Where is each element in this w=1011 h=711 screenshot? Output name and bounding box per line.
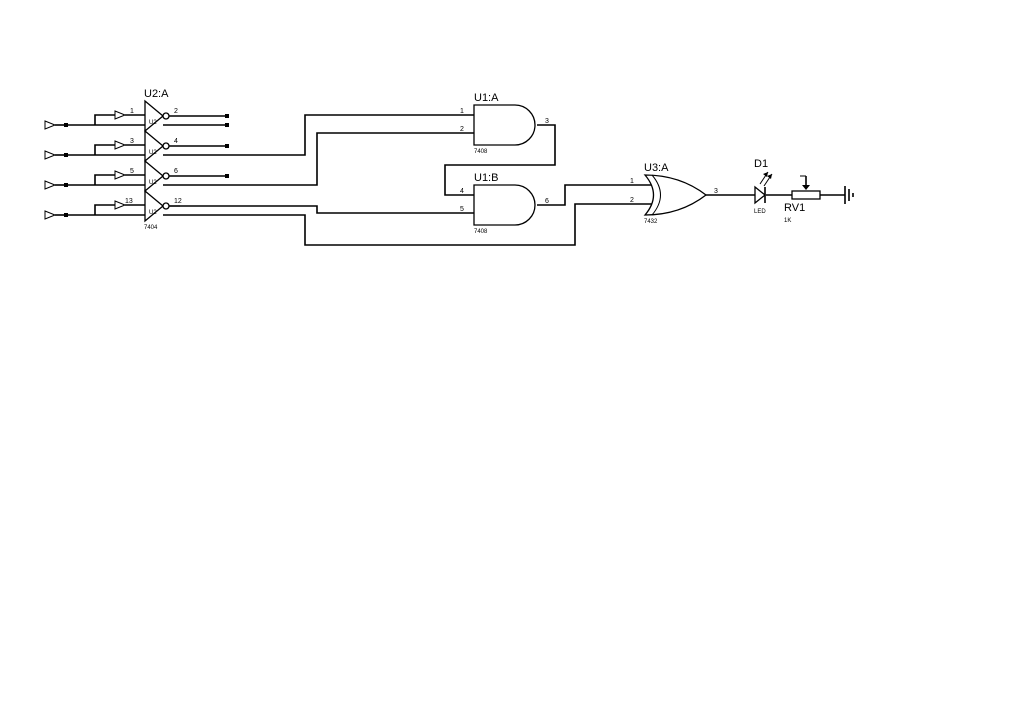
and-gate-u1a[interactable]: U1:A 1 2 3 7408 bbox=[460, 92, 549, 155]
u2-inverter-4[interactable] bbox=[144, 189, 170, 223]
u1a-pin-2: 2 bbox=[460, 126, 464, 133]
u2-pin-6: 6 bbox=[174, 168, 178, 175]
and-gate-u1b[interactable]: U1:B 4 5 6 7408 bbox=[460, 172, 549, 235]
u1a-ref-label: U1:A bbox=[474, 92, 499, 104]
u2-sub-label: U2 bbox=[149, 180, 157, 186]
input-terminal-d[interactable] bbox=[44, 210, 68, 220]
u2-pin-2: 2 bbox=[174, 108, 178, 115]
u1a-pin-3: 3 bbox=[545, 118, 549, 125]
u1a-pin-1: 1 bbox=[460, 108, 464, 115]
u2-inverter-array[interactable]: U2:A bbox=[67, 88, 229, 231]
u2-inverter-3[interactable] bbox=[144, 159, 170, 193]
u1b-pin-5: 5 bbox=[460, 206, 464, 213]
u2-sub-label: U2 bbox=[149, 120, 157, 126]
or-gate-u3a[interactable]: U3:A 1 2 3 7432 bbox=[630, 162, 718, 225]
u3a-ref-label: U3:A bbox=[644, 162, 669, 174]
u1b-pin-6: 6 bbox=[545, 198, 549, 205]
u3a-part-label: 7432 bbox=[644, 219, 658, 225]
u2-inverter-1[interactable] bbox=[144, 99, 170, 133]
u2-pin-3: 3 bbox=[130, 138, 134, 145]
u2-pin-13: 13 bbox=[125, 198, 133, 205]
u2-ref-label: U2:A bbox=[144, 88, 169, 100]
u1b-pin-4: 4 bbox=[460, 188, 464, 195]
input-terminals bbox=[44, 120, 68, 220]
u2-pin-5: 5 bbox=[130, 168, 134, 175]
ground-icon bbox=[844, 186, 854, 204]
light-emission-arrows-icon bbox=[759, 171, 773, 187]
u2-pin-12: 12 bbox=[174, 198, 182, 205]
u2-pin-4: 4 bbox=[174, 138, 178, 145]
u1a-part-label: 7408 bbox=[474, 149, 488, 155]
u2-part-label: 7404 bbox=[144, 225, 158, 231]
input-terminal-c[interactable] bbox=[44, 180, 68, 190]
rv1-ref-label: RV1 bbox=[784, 202, 805, 214]
u2-inverter-2[interactable] bbox=[144, 129, 170, 163]
u3a-pin-1: 1 bbox=[630, 178, 634, 185]
rv1-value-label: 1K bbox=[784, 218, 791, 224]
u3a-pin-3: 3 bbox=[714, 188, 718, 195]
d1-part-label: LED bbox=[754, 209, 766, 215]
led-d1[interactable]: D1 LED bbox=[754, 158, 773, 215]
u2-pin-1: 1 bbox=[130, 108, 134, 115]
u2-sub-label: U2 bbox=[149, 150, 157, 156]
interconnect-wires bbox=[163, 114, 845, 246]
u2-input-buffers bbox=[94, 110, 145, 215]
potentiometer-rv1[interactable]: RV1 1K bbox=[784, 175, 821, 224]
u3a-pin-2: 2 bbox=[630, 197, 634, 204]
u2-sub-label: U2 bbox=[149, 210, 157, 216]
u1b-part-label: 7408 bbox=[474, 229, 488, 235]
d1-ref-label: D1 bbox=[754, 158, 768, 170]
input-terminal-b[interactable] bbox=[44, 150, 68, 160]
u1b-ref-label: U1:B bbox=[474, 172, 498, 184]
input-terminal-a[interactable] bbox=[44, 120, 68, 130]
